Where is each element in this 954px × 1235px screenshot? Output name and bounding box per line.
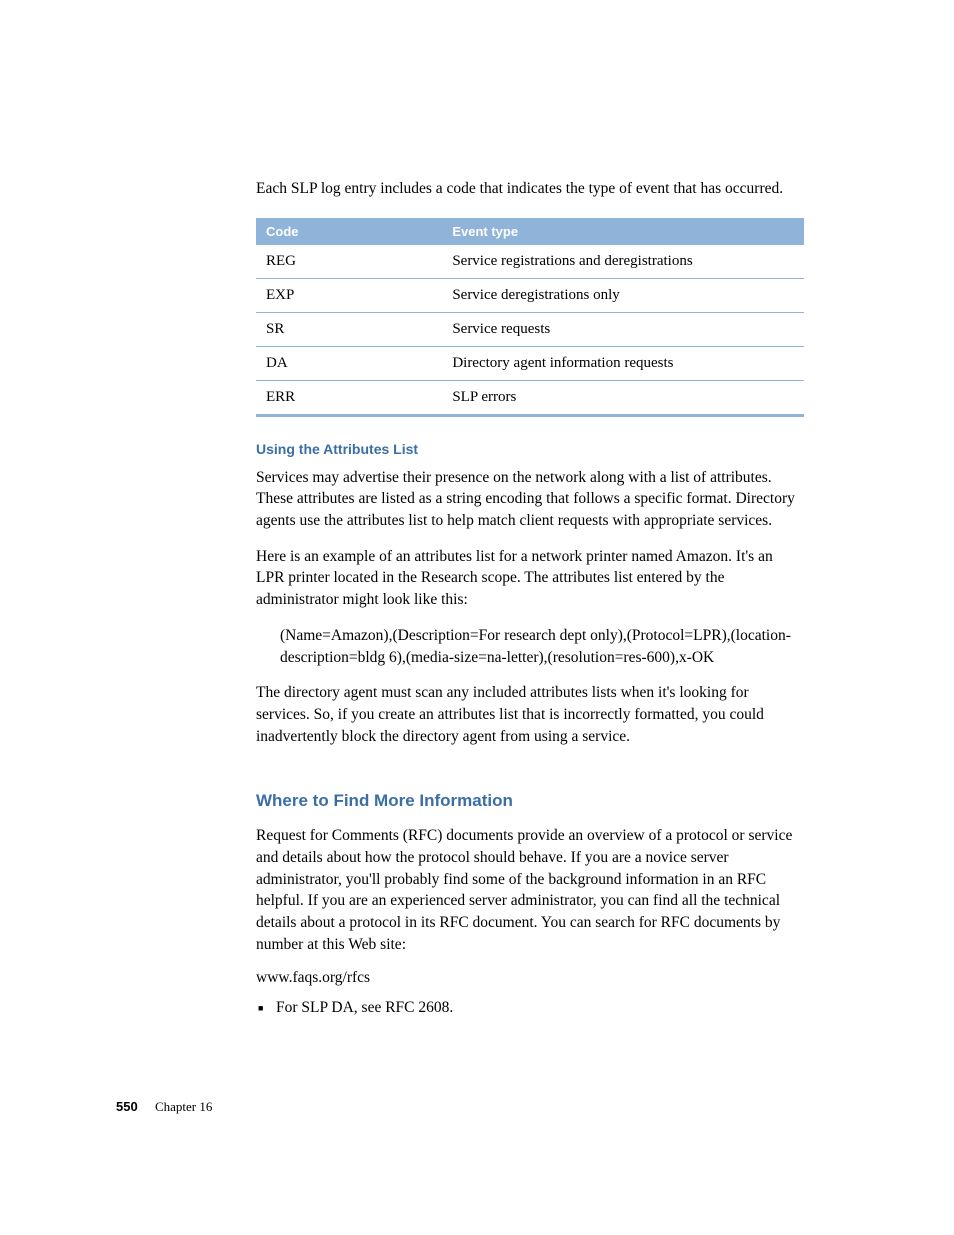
table-cell: Service deregistrations only — [442, 278, 804, 312]
section-heading-moreinfo: Where to Find More Information — [256, 791, 804, 811]
table-header-code: Code — [256, 218, 442, 245]
table-cell: SLP errors — [442, 380, 804, 415]
table-cell: EXP — [256, 278, 442, 312]
table-row: ERR SLP errors — [256, 380, 804, 415]
table-row: EXP Service deregistrations only — [256, 278, 804, 312]
body-paragraph: The directory agent must scan any includ… — [256, 682, 804, 747]
table-cell: DA — [256, 346, 442, 380]
body-paragraph: Request for Comments (RFC) documents pro… — [256, 825, 804, 955]
table-cell: Directory agent information requests — [442, 346, 804, 380]
table-cell: SR — [256, 312, 442, 346]
url-text: www.faqs.org/rfcs — [256, 969, 804, 987]
subheading-attributes: Using the Attributes List — [256, 441, 804, 457]
body-paragraph: Services may advertise their presence on… — [256, 467, 804, 532]
table-cell: Service requests — [442, 312, 804, 346]
table-header-eventtype: Event type — [442, 218, 804, 245]
intro-paragraph: Each SLP log entry includes a code that … — [256, 178, 804, 200]
chapter-label: Chapter 16 — [155, 1099, 212, 1114]
table-cell: ERR — [256, 380, 442, 415]
table-cell: REG — [256, 245, 442, 279]
table-row: REG Service registrations and deregistra… — [256, 245, 804, 279]
code-event-table: Code Event type REG Service registration… — [256, 218, 804, 417]
list-item: For SLP DA, see RFC 2608. — [256, 997, 804, 1019]
table-row: SR Service requests — [256, 312, 804, 346]
table-cell: Service registrations and deregistration… — [442, 245, 804, 279]
bullet-list: For SLP DA, see RFC 2608. — [256, 997, 804, 1019]
page-number: 550 — [116, 1099, 138, 1114]
body-paragraph: Here is an example of an attributes list… — [256, 546, 804, 611]
page-footer: 550 Chapter 16 — [116, 1099, 212, 1115]
table-row: DA Directory agent information requests — [256, 346, 804, 380]
example-attributes: (Name=Amazon),(Description=For research … — [256, 625, 804, 668]
